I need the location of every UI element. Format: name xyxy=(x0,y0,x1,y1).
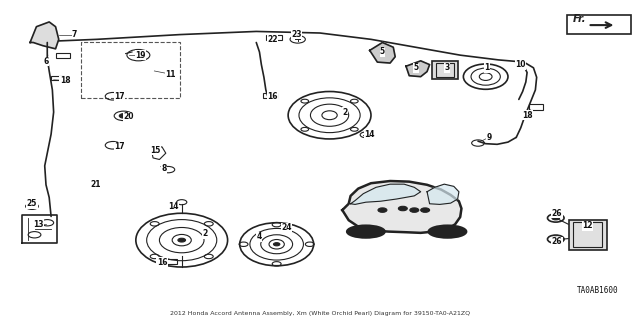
Circle shape xyxy=(420,208,429,212)
Circle shape xyxy=(552,237,559,241)
Text: 20: 20 xyxy=(124,112,134,121)
Text: 8: 8 xyxy=(161,165,166,174)
Text: 5: 5 xyxy=(380,48,385,56)
Bar xyxy=(568,219,607,250)
Bar xyxy=(159,259,177,264)
Text: 10: 10 xyxy=(515,60,526,69)
Text: 18: 18 xyxy=(522,111,532,120)
Polygon shape xyxy=(406,61,429,77)
Bar xyxy=(431,62,458,79)
Text: 17: 17 xyxy=(114,92,125,101)
Text: 11: 11 xyxy=(165,70,175,78)
Bar xyxy=(266,34,282,40)
Text: Fr.: Fr. xyxy=(573,13,586,24)
Bar xyxy=(436,63,454,77)
Text: 24: 24 xyxy=(282,223,292,232)
Text: 2: 2 xyxy=(203,229,208,238)
Text: 2: 2 xyxy=(343,108,348,116)
Text: 4: 4 xyxy=(257,233,262,241)
Bar xyxy=(529,104,543,109)
Text: 14: 14 xyxy=(364,130,375,139)
Text: TA0AB1600: TA0AB1600 xyxy=(577,286,618,295)
Bar xyxy=(81,42,180,98)
Text: 14: 14 xyxy=(168,203,179,211)
Ellipse shape xyxy=(428,225,467,238)
Text: 2012 Honda Accord Antenna Assembly, Xm (White Orchid Pearl) Diagram for 39150-TA: 2012 Honda Accord Antenna Assembly, Xm (… xyxy=(170,311,470,316)
Text: 26: 26 xyxy=(552,237,563,246)
Text: 5: 5 xyxy=(413,63,418,72)
Ellipse shape xyxy=(347,225,385,238)
Text: 13: 13 xyxy=(33,220,44,229)
Text: 25: 25 xyxy=(27,199,37,208)
Circle shape xyxy=(273,243,280,246)
Text: 18: 18 xyxy=(60,76,70,85)
Bar xyxy=(567,15,631,34)
Text: 7: 7 xyxy=(72,30,77,39)
Bar xyxy=(56,53,70,58)
Text: 9: 9 xyxy=(486,133,492,142)
Polygon shape xyxy=(351,184,420,204)
Text: 26: 26 xyxy=(552,209,563,218)
Text: 19: 19 xyxy=(135,51,145,60)
Bar xyxy=(262,93,276,98)
Circle shape xyxy=(378,208,387,212)
Circle shape xyxy=(410,208,419,212)
Text: 16: 16 xyxy=(267,92,278,101)
Polygon shape xyxy=(30,22,59,49)
Ellipse shape xyxy=(355,228,378,235)
Text: 3: 3 xyxy=(445,63,450,72)
Polygon shape xyxy=(427,184,459,204)
Text: 12: 12 xyxy=(582,221,593,230)
Circle shape xyxy=(119,114,128,118)
Text: 1: 1 xyxy=(484,63,490,72)
Text: 21: 21 xyxy=(90,180,101,189)
Bar xyxy=(573,222,602,248)
Bar xyxy=(51,76,64,80)
Text: 17: 17 xyxy=(114,142,125,151)
Polygon shape xyxy=(342,181,461,233)
Circle shape xyxy=(398,206,407,211)
Text: 22: 22 xyxy=(267,35,278,44)
Text: 6: 6 xyxy=(44,57,49,66)
Text: 15: 15 xyxy=(150,145,161,154)
Text: 23: 23 xyxy=(291,30,301,39)
Circle shape xyxy=(552,216,559,220)
Ellipse shape xyxy=(436,228,459,235)
Text: 16: 16 xyxy=(157,258,167,267)
Circle shape xyxy=(178,238,186,242)
Polygon shape xyxy=(370,42,395,63)
